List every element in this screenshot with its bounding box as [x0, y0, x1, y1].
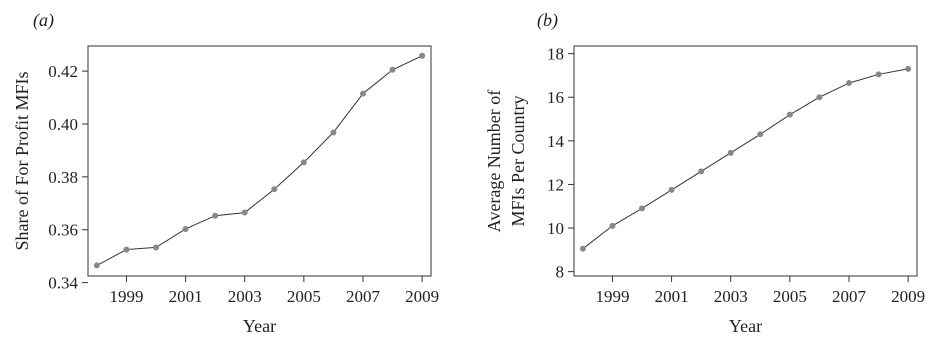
y-tick-label: 8 — [556, 263, 565, 282]
x-tick-label: 2007 — [346, 287, 381, 306]
panel-label: (b) — [537, 10, 558, 31]
plot-frame — [573, 45, 918, 277]
data-point — [579, 245, 586, 252]
data-point — [816, 94, 823, 101]
x-tick-label: 1999 — [595, 287, 629, 306]
panel-a: (a) 0.34 0.36 0.38 0.40 0.42 1999 2001 2003 2005 2… — [12, 10, 439, 336]
x-tick-label: 2001 — [169, 287, 203, 306]
panel-b: (b) 8 10 12 14 16 18 1999 2001 2003 2005 2007 2009 Ye… — [484, 10, 925, 336]
data-point — [212, 212, 219, 219]
data-point — [153, 244, 160, 251]
y-tick-label: 0.42 — [48, 62, 78, 81]
data-point — [182, 225, 189, 232]
y-tick-label: 16 — [547, 88, 564, 107]
x-tick-label: 2003 — [714, 287, 748, 306]
data-point — [875, 71, 882, 78]
y-tick-label: 0.36 — [48, 221, 78, 240]
y-tick-label: 0.34 — [48, 274, 78, 293]
data-point — [845, 80, 852, 87]
y-tick-label: 0.40 — [48, 115, 78, 134]
y-tick-label: 0.38 — [48, 168, 78, 187]
y-axis-title: Average Number of — [484, 90, 504, 233]
y-axis-title: MFIs Per Country — [508, 95, 528, 226]
data-point — [668, 186, 675, 193]
data-point — [905, 65, 912, 72]
plot-frame — [87, 45, 432, 277]
data-point — [389, 66, 396, 73]
data-point — [123, 246, 130, 253]
data-point — [757, 131, 764, 138]
x-axis-title: Year — [729, 316, 762, 336]
data-point — [241, 209, 248, 216]
x-tick-label: 2001 — [655, 287, 689, 306]
x-tick-label: 2009 — [891, 287, 925, 306]
x-axis-title: Year — [243, 316, 276, 336]
data-point — [609, 222, 616, 229]
x-tick-label: 2003 — [228, 287, 262, 306]
x-tick-label: 1999 — [109, 287, 143, 306]
data-point — [639, 205, 646, 212]
data-point — [419, 52, 426, 59]
x-tick-label: 2005 — [287, 287, 321, 306]
panel-label: (a) — [33, 10, 54, 31]
y-axis-title: Share of For Profit MFIs — [12, 72, 32, 251]
data-point — [330, 129, 337, 136]
data-point — [93, 262, 100, 269]
y-tick-label: 14 — [547, 132, 565, 151]
y-tick-label: 10 — [547, 219, 564, 238]
y-tick-label: 12 — [547, 175, 564, 194]
data-point — [698, 168, 705, 175]
data-point — [727, 149, 734, 156]
y-tick-label: 18 — [547, 45, 564, 64]
series-line — [96, 55, 423, 266]
data-point — [359, 90, 366, 97]
data-point — [786, 111, 793, 118]
data-point — [300, 159, 307, 166]
data-point — [271, 186, 278, 193]
series-line — [582, 68, 909, 250]
x-tick-label: 2005 — [773, 287, 807, 306]
x-tick-label: 2007 — [832, 287, 867, 306]
x-tick-label: 2009 — [405, 287, 439, 306]
